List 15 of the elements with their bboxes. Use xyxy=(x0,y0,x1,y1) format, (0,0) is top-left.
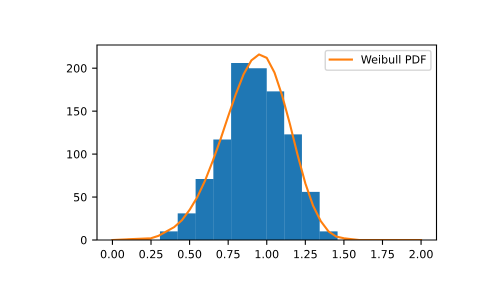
x-tick-label: 0.75 xyxy=(216,250,240,258)
x-tick-label: 1.00 xyxy=(256,250,278,258)
x-tick-label: 0.25 xyxy=(139,250,162,258)
y-tick-label: 100 xyxy=(67,150,87,158)
x-tick-label: 2.00 xyxy=(410,250,433,258)
x-tick-label: 1.25 xyxy=(294,250,317,258)
y-tick-label: 150 xyxy=(67,107,87,116)
y-tick-label: 50 xyxy=(74,193,87,202)
x-tick-label: 1.75 xyxy=(371,250,394,258)
legend-label: Weibull PDF xyxy=(361,55,426,64)
x-tick-label: 1.50 xyxy=(332,250,356,258)
y-tick-label: 200 xyxy=(66,64,87,73)
x-tick-label: 0.00 xyxy=(100,250,124,258)
x-tick-label: 0.50 xyxy=(178,250,202,258)
y-tick-label: 0 xyxy=(80,236,87,244)
